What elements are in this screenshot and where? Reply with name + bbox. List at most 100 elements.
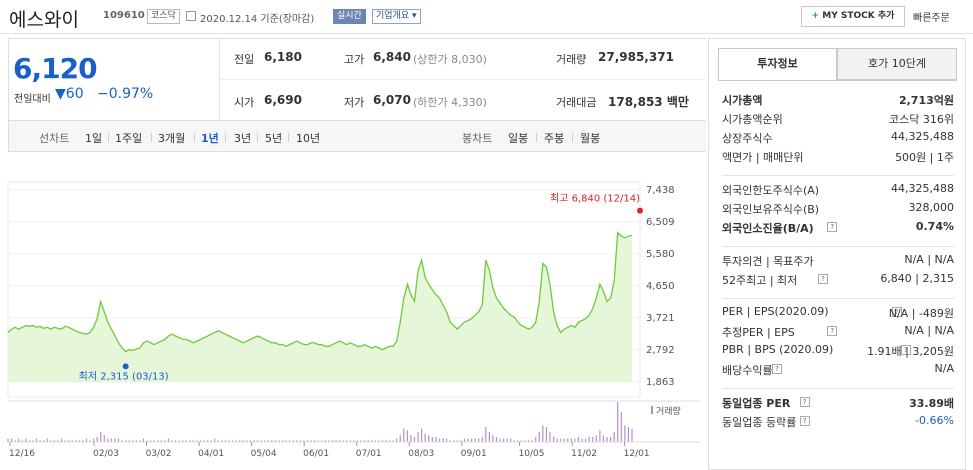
quick-order-link[interactable]: 빠른주문 — [913, 13, 950, 24]
volume-bar — [328, 440, 330, 442]
help-icon[interactable]: ? — [772, 364, 782, 374]
tab-order-book[interactable]: 호가 10단계 — [837, 48, 957, 80]
volume-bar — [488, 432, 490, 442]
volume-bar — [32, 440, 34, 442]
candle-weekly[interactable]: 주봉 — [544, 132, 565, 145]
info-value: 1.91배 | 3,205원 — [867, 345, 954, 358]
volume-bar — [128, 440, 130, 442]
volume-bar — [253, 440, 255, 442]
price-chart[interactable]: 7,438 6,509 5,580 4,650 3,721 2,792 1,863 최고 6… — [0, 152, 700, 470]
volume-bar — [35, 438, 38, 442]
volume-bar — [424, 433, 426, 442]
volume-bar — [592, 437, 594, 442]
volume-bar — [403, 428, 405, 442]
volume-bar — [103, 435, 105, 442]
volume-bar — [599, 430, 601, 442]
volume-bar — [57, 440, 59, 442]
period-1w[interactable]: 1주일 — [115, 132, 143, 145]
calendar-icon — [186, 11, 196, 21]
candle-daily[interactable]: 일봉 — [508, 132, 529, 145]
info-label: 액면가 | 매매단위 — [722, 151, 804, 164]
volume-bar — [71, 440, 73, 442]
info-value: 6,840 | 2,315 — [880, 272, 954, 285]
volume-bar — [410, 435, 412, 442]
volume-bar — [517, 440, 519, 442]
volume-bar — [260, 440, 262, 442]
period-3y[interactable]: 3년 — [234, 132, 252, 145]
info-row: 배당수익률? N/A — [722, 362, 954, 380]
volume-bar — [214, 438, 216, 442]
help-icon[interactable]: ? — [891, 307, 902, 317]
price-summary — [8, 38, 706, 121]
volume-bar — [399, 435, 401, 442]
info-label: PBR | BPS (2020.09) — [722, 343, 834, 356]
volume-bar — [39, 440, 41, 442]
volume-bar — [602, 435, 605, 442]
volume-bar — [14, 440, 16, 442]
volume-bar — [167, 438, 170, 442]
section-divider — [722, 388, 954, 389]
volume-bar — [396, 438, 398, 442]
volume-bar — [324, 440, 326, 442]
volume-bar — [467, 438, 469, 442]
period-1y[interactable]: 1년 — [201, 132, 219, 145]
chevron-down-icon: ▾ — [412, 11, 417, 21]
volume-bar — [595, 435, 597, 442]
volume-bar — [428, 435, 430, 442]
volume-bar — [285, 440, 287, 442]
help-icon[interactable]: ? — [799, 416, 810, 426]
separator — [225, 133, 226, 142]
open-value: 6,690 — [264, 93, 302, 107]
volume-bar — [142, 438, 145, 442]
volume-bar — [224, 440, 227, 442]
volume-bar — [267, 440, 269, 442]
info-row: 동일업종 등락률? -0.66% — [722, 414, 954, 432]
volume-bar — [449, 440, 451, 442]
volume-bar — [503, 438, 505, 442]
period-5y[interactable]: 5년 — [265, 132, 283, 145]
volume-bar — [538, 432, 540, 442]
volume-bar — [624, 425, 626, 442]
volume-bar — [264, 440, 266, 442]
volume-bar — [7, 438, 9, 442]
help-icon[interactable]: ? — [818, 274, 828, 284]
info-row: 외국인보유주식수(B) 328,000 — [722, 201, 954, 219]
min-point — [122, 363, 129, 370]
x-tick-label: 10/05 — [519, 449, 545, 459]
period-3m[interactable]: 3개월 — [158, 132, 186, 145]
period-1d[interactable]: 1일 — [85, 132, 103, 145]
volume-bar — [570, 438, 572, 442]
help-icon[interactable]: ? — [827, 222, 838, 232]
help-icon[interactable]: ? — [799, 397, 810, 407]
volume-bar — [371, 440, 373, 442]
candle-monthly[interactable]: 월봉 — [580, 132, 601, 145]
volume-bar — [474, 438, 476, 442]
separator — [108, 133, 109, 142]
volume-bar — [331, 440, 334, 442]
y-tick-label: 4,650 — [646, 281, 675, 292]
volume-bar — [114, 438, 116, 442]
x-axis: 12/16 02/03 03/02 04/01 05/04 06/01 07/01 08/03… — [9, 442, 650, 459]
info-row: 외국인소진율(B/A)? 0.74% — [722, 220, 954, 238]
volume-bar — [545, 427, 548, 442]
info-label: 투자의견 | 목표주가 — [722, 255, 814, 268]
change-label: 전일대비 — [14, 94, 51, 105]
company-name: 에스와이 — [9, 9, 79, 31]
amount-value: 178,853 백만 — [608, 95, 689, 109]
x-tick-label: 02/03 — [93, 449, 119, 459]
prev-close-label: 전일 — [234, 53, 255, 66]
volume-value: 27,985,371 — [598, 50, 674, 64]
volume-bar — [510, 438, 512, 442]
help-icon[interactable]: ? — [900, 345, 911, 355]
period-10y[interactable]: 10년 — [296, 132, 321, 145]
add-mystock-button[interactable]: + MY STOCK 추가 — [801, 6, 905, 27]
price-line — [7, 231, 633, 353]
volume-bar — [157, 440, 159, 442]
y-axis: 7,438 6,509 5,580 4,650 3,721 2,792 1,863 — [646, 185, 675, 388]
volume-bar — [356, 440, 359, 442]
volume-bar — [132, 440, 134, 442]
tab-investment-info[interactable]: 투자정보 — [718, 48, 837, 80]
company-overview-button[interactable]: 기업개요 ▾ — [372, 9, 421, 24]
realtime-badge[interactable]: 실시간 — [333, 9, 366, 24]
help-icon[interactable]: ? — [827, 326, 838, 336]
